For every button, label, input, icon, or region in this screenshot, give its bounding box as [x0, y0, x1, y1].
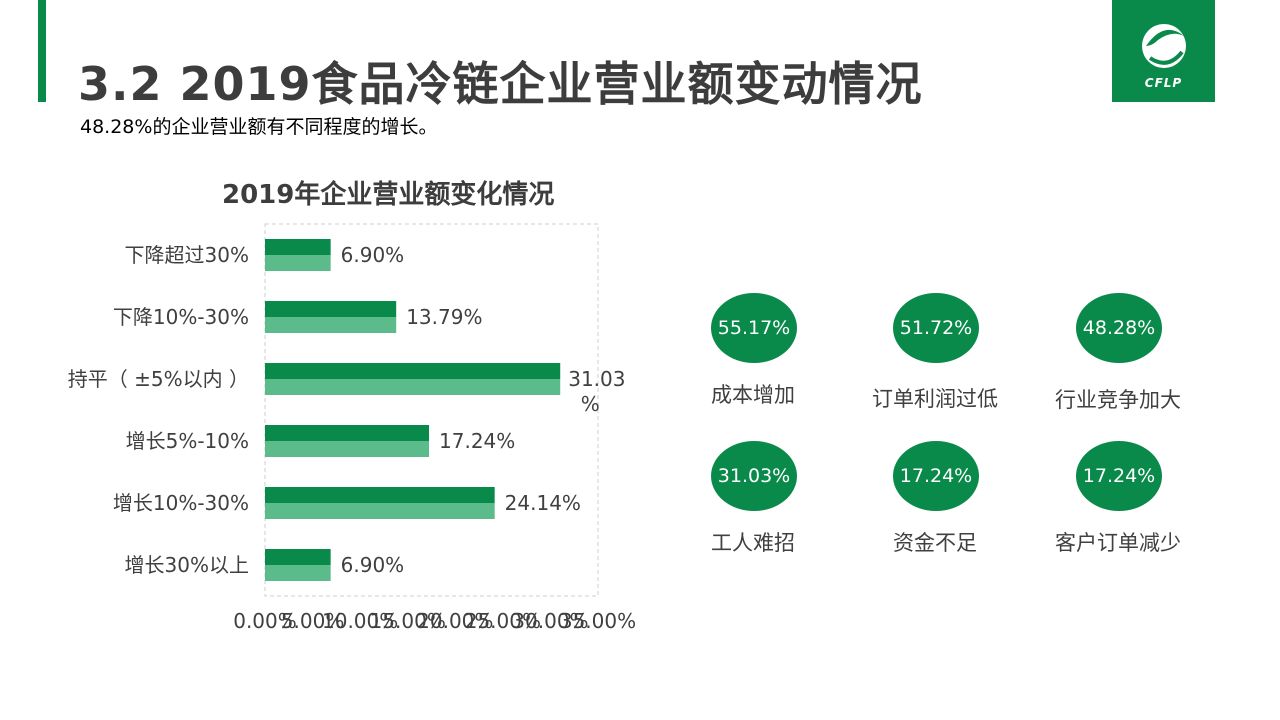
x-tick-label: 0.00% [233, 609, 297, 633]
x-tick-label: 25.00% [465, 609, 541, 633]
page-title: 3.2 2019食品冷链企业营业额变动情况 [78, 57, 923, 111]
reason-label: 成本增加 [711, 383, 795, 407]
data-label: 6.90% [341, 243, 405, 267]
data-label: 17.24% [439, 429, 515, 453]
reason-label: 订单利润过低 [872, 387, 998, 411]
bar-chart: 下降超过30% 6.90% 下降10%-30% 13.79% 持平（ ±5%以内 ） 31… [68, 223, 636, 633]
bar [265, 425, 430, 441]
reason-label: 行业竞争加大 [1055, 388, 1181, 412]
category-label: 增长30%以上 [125, 553, 249, 577]
x-tick-label: 10.00% [322, 609, 398, 633]
reason-label: 客户订单减少 [1055, 531, 1181, 555]
x-tick-label: 5.00% [281, 609, 345, 633]
reason-percent-badge: 55.17% [711, 293, 797, 363]
data-label-unit: % [581, 392, 600, 416]
reason-item: 51.72% 订单利润过低 [835, 293, 1035, 433]
cflp-logo: CFLP [1112, 0, 1215, 102]
bar-lower [265, 441, 430, 457]
reason-percent-badge: 17.24% [1076, 441, 1162, 511]
bar [265, 487, 495, 503]
category-label: 增长5%-10% [126, 429, 249, 453]
bar [265, 301, 397, 317]
data-label: 6.90% [341, 553, 405, 577]
reason-item: 31.03% 工人难招 [653, 441, 853, 581]
category-label: 下降10%-30% [113, 305, 249, 329]
bar-lower [265, 317, 397, 333]
reason-label: 工人难招 [711, 531, 795, 555]
category-label: 增长10%-30% [113, 491, 249, 515]
data-label: 13.79% [406, 305, 482, 329]
title-accent-bar [38, 0, 46, 102]
x-tick-label: 20.00% [417, 609, 493, 633]
reason-item: 17.24% 客户订单减少 [1018, 441, 1218, 581]
reason-percent-badge: 51.72% [893, 293, 979, 363]
bar-lower [265, 565, 331, 581]
category-label: 持平（ ±5%以内 ） [68, 367, 249, 391]
bar [265, 239, 331, 255]
reason-percent-badge: 17.24% [893, 441, 979, 511]
plot-area-border [264, 223, 599, 597]
x-tick-label: 35.00% [560, 609, 636, 633]
reason-item: 17.24% 资金不足 [835, 441, 1035, 581]
reason-label: 资金不足 [893, 531, 977, 555]
chart-title: 2019年企业营业额变化情况 [222, 180, 555, 210]
x-tick-label: 15.00% [370, 609, 446, 633]
reason-percent-badge: 48.28% [1076, 293, 1162, 363]
reason-item: 48.28% 行业竞争加大 [1018, 293, 1218, 433]
data-label: 31.03 [568, 367, 625, 391]
bar-lower [265, 503, 495, 519]
data-label: 24.14% [505, 491, 581, 515]
bar-lower [265, 255, 331, 271]
logo-globe-icon [1142, 24, 1186, 68]
reason-percent-badge: 31.03% [711, 441, 797, 511]
bar [265, 549, 331, 565]
reason-item: 55.17% 成本增加 [653, 293, 853, 433]
bar-lower [265, 379, 561, 395]
category-label: 下降超过30% [125, 243, 249, 267]
logo-text: CFLP [1144, 76, 1183, 90]
page-subtitle: 48.28%的企业营业额有不同程度的增长。 [80, 116, 438, 138]
x-tick-label: 30.00% [512, 609, 588, 633]
bar [265, 363, 561, 379]
